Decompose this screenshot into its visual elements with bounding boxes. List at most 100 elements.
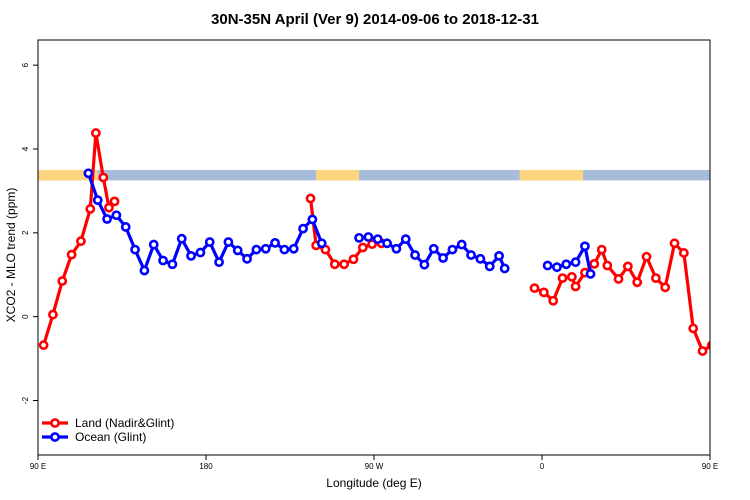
ocean-point (148, 239, 159, 250)
ocean-point (419, 259, 430, 270)
land-point (650, 273, 661, 284)
ocean-point (242, 253, 252, 264)
ocean-point (456, 239, 467, 250)
ocean-point (580, 241, 590, 252)
land-series-line (533, 241, 710, 353)
land-point (367, 239, 378, 250)
land-point (596, 244, 607, 255)
ocean-point (279, 244, 290, 255)
ocean-point (391, 243, 402, 254)
ocean-point (484, 261, 495, 272)
ocean-point (102, 214, 112, 224)
chart-title: 30N-35N April (Ver 9) 2014-09-06 to 2018… (211, 11, 539, 28)
x-axis-label: Longitude (deg E) (326, 476, 421, 490)
ocean-point (447, 244, 458, 255)
y-tick-label: 6 (21, 62, 30, 67)
land-point (98, 172, 109, 183)
land-point (85, 204, 96, 214)
series-layer (38, 128, 750, 356)
x-tick-label: 90 W (365, 462, 384, 471)
land-point (669, 238, 680, 249)
land-ocean-band (38, 169, 710, 181)
ocean-point (298, 223, 308, 234)
y-axis: -2 0 2 4 6 (21, 62, 38, 404)
ocean-point (83, 168, 94, 179)
ocean-point (251, 244, 262, 255)
land-point (104, 202, 114, 213)
land-band-segment (316, 169, 360, 181)
ocean-point (288, 243, 299, 254)
land-point (348, 254, 359, 265)
ocean-point (363, 232, 374, 242)
ocean-point (561, 259, 572, 270)
ocean-point (372, 234, 383, 245)
ocean-point (499, 263, 510, 274)
land-point (557, 273, 568, 284)
ocean-point (158, 255, 168, 266)
ocean-point (400, 234, 411, 245)
land-point (66, 249, 77, 260)
land-series (38, 128, 750, 356)
land-band-segment (38, 169, 98, 181)
land-point (57, 276, 68, 286)
land-point (641, 251, 652, 262)
ocean-point (270, 237, 280, 248)
ocean-point (260, 243, 271, 254)
land-point (38, 340, 49, 351)
ocean-point (167, 259, 178, 270)
ocean-point (552, 262, 562, 273)
legend: Land (Nadir&Glint)Ocean (Glint) (42, 416, 174, 444)
land-point (48, 309, 58, 320)
land-point (589, 258, 600, 269)
ocean-point (130, 244, 140, 255)
ocean-point (186, 250, 196, 261)
land-point (529, 283, 540, 294)
land-point (339, 259, 350, 270)
y-tick-label: 2 (21, 230, 30, 235)
land-point (613, 274, 624, 284)
x-axis: 90 E 180 90 W 0 90 E (30, 455, 718, 471)
ocean-point (139, 265, 150, 276)
ocean-point (354, 232, 364, 243)
ocean-point (428, 243, 439, 254)
y-tick-label: 4 (21, 146, 30, 151)
land-point (602, 260, 613, 271)
land-point (746, 238, 750, 245)
ocean-point (570, 257, 581, 268)
ocean-point (214, 257, 224, 268)
land-point (548, 295, 559, 306)
x-tick-label: 90 E (702, 462, 718, 471)
land-point (632, 277, 643, 288)
ocean-point (307, 214, 318, 225)
ocean-point (176, 233, 187, 244)
x-tick-label: 90 E (30, 462, 46, 471)
land-point (678, 248, 689, 258)
land-point (688, 323, 699, 334)
ocean-band (38, 169, 710, 181)
ocean-point (585, 269, 596, 279)
ocean-series (83, 168, 596, 279)
land-point (538, 287, 549, 298)
ocean-point (232, 245, 243, 256)
ocean-point (494, 250, 504, 261)
land-series-line (42, 131, 116, 346)
land-point (718, 311, 725, 318)
land-point (660, 282, 671, 293)
ocean-point (410, 250, 420, 260)
land-point (109, 196, 120, 207)
land-point (622, 261, 633, 272)
ocean-point (438, 253, 448, 263)
land-point (736, 251, 743, 258)
x-tick-label: 180 (199, 462, 213, 471)
ocean-point (316, 238, 327, 249)
land-point (706, 340, 710, 350)
x-tick-label: 0 (540, 462, 545, 471)
legend-marker-ocean (50, 432, 60, 442)
legend-label-land: Land (Nadir&Glint) (75, 416, 174, 430)
ocean-point (466, 250, 476, 260)
y-axis-label: XCO2 - MLO trend (ppm) (4, 188, 18, 323)
land-point (305, 193, 316, 204)
ocean-point (542, 260, 553, 271)
ocean-point (92, 195, 103, 206)
land-point (357, 242, 368, 253)
